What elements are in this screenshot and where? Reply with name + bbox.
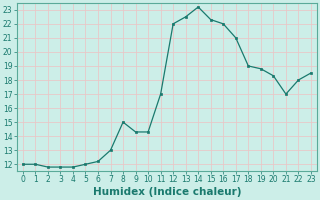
X-axis label: Humidex (Indice chaleur): Humidex (Indice chaleur): [93, 187, 241, 197]
